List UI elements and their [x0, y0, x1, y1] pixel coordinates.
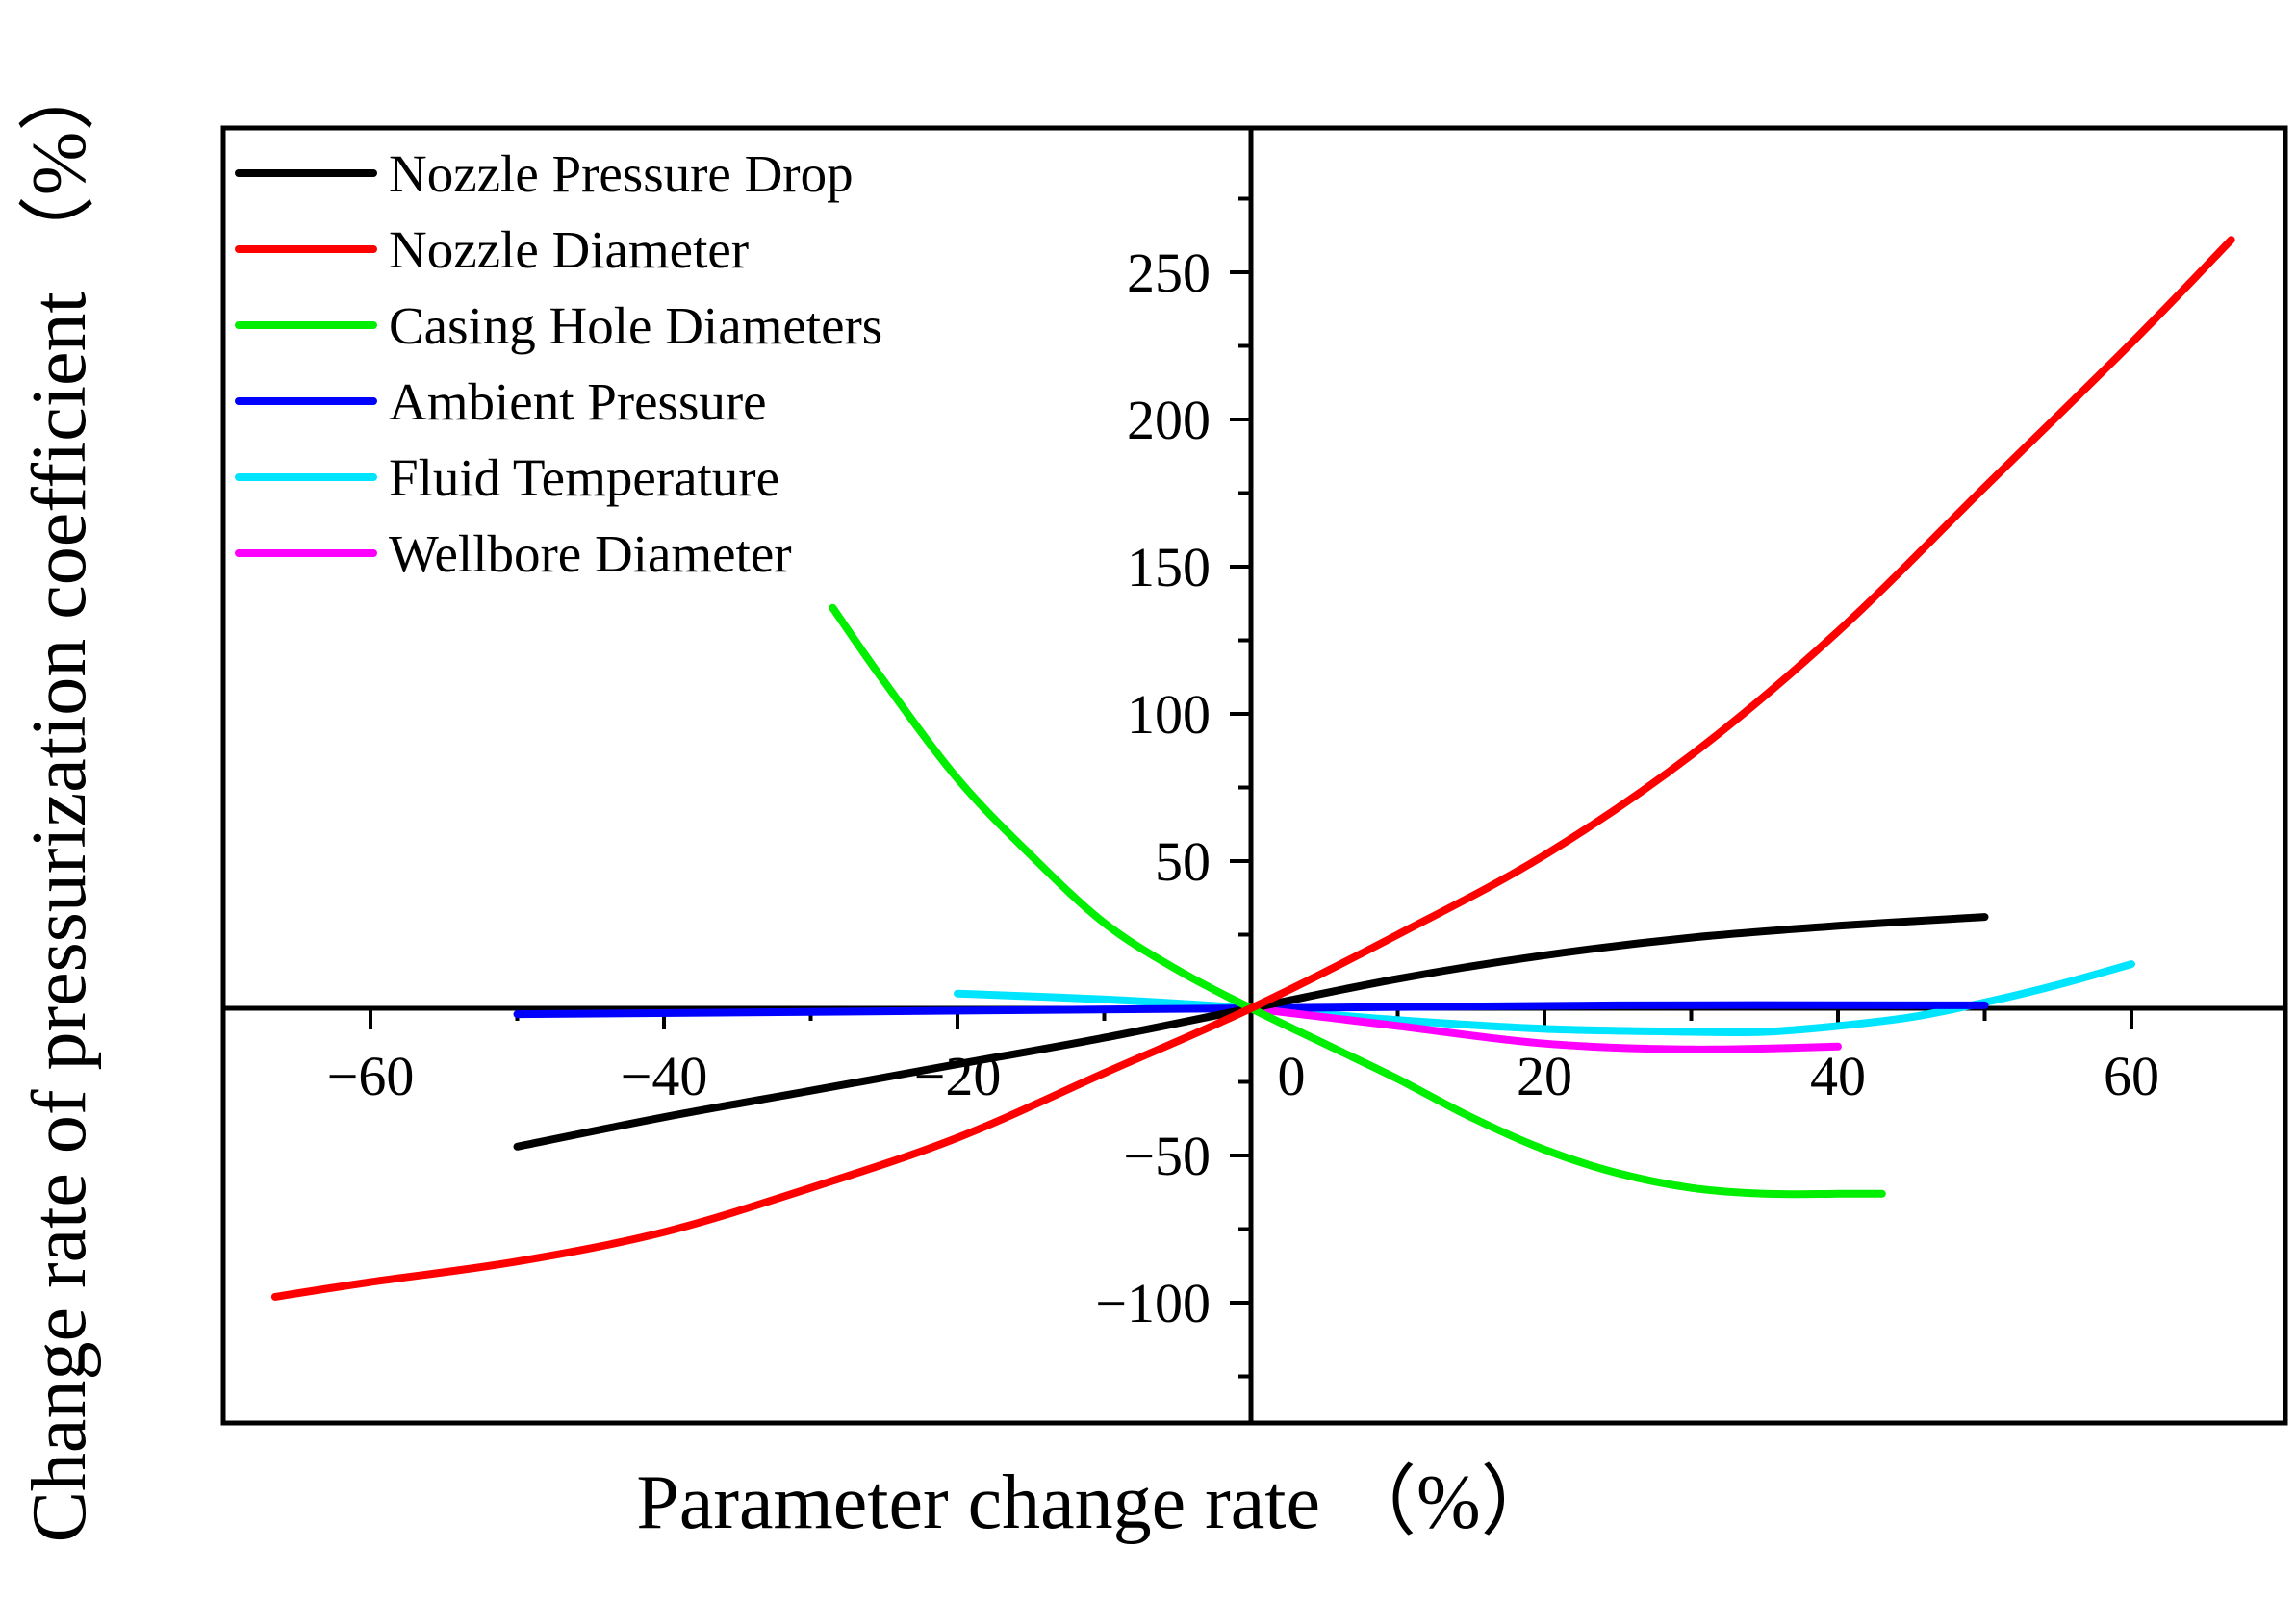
legend-label-casing-hole-diameters: Casing Hole Diameters [389, 296, 882, 355]
plot-area-frame [220, 125, 2288, 1426]
x-tick-label: 60 [2104, 1045, 2159, 1107]
x-tick-label: −40 [621, 1045, 708, 1107]
x-tick-label: 0 [1278, 1045, 1306, 1107]
legend-label-nozzle-diameter: Nozzle Diameter [389, 220, 749, 279]
legend-label-fluid-temperature: Fluid Temperature [389, 448, 779, 507]
legend: Nozzle Pressure Drop Nozzle Diameter Casin… [235, 144, 882, 583]
series-line-wellbore-diameter [1247, 1004, 1842, 1053]
x-tick-label: 40 [1810, 1045, 1866, 1107]
y-tick-label: −50 [1123, 1125, 1211, 1187]
y-tick-label: 150 [1127, 536, 1211, 598]
series-lines [270, 236, 2235, 1301]
x-tick-label: −60 [327, 1045, 415, 1107]
legend-label-nozzle-pressure-drop: Nozzle Pressure Drop [389, 144, 854, 203]
y-axis-title: Change rate of pressurization coefficien… [17, 55, 102, 1543]
y-tick-label: 250 [1127, 241, 1211, 304]
x-tick-label: −20 [914, 1045, 1002, 1107]
legend-label-ambient-pressure: Ambient Pressure [389, 372, 767, 431]
y-tick-label: 100 [1127, 683, 1211, 746]
x-axis-title: Parameter change rate （%） [636, 1460, 1557, 1545]
series-line-casing-hole-diameters [829, 603, 1886, 1199]
y-tick-label: −100 [1095, 1272, 1211, 1334]
series-line-nozzle-diameter [270, 236, 2235, 1301]
y-tick-label: 50 [1155, 830, 1211, 893]
tick-labels: −60 −40 −20 0 20 40 60 −100 −50 50 100 150 200 250 [327, 241, 2159, 1334]
x-tick-label: 20 [1517, 1045, 1572, 1107]
y-tick-label: 200 [1127, 389, 1211, 451]
legend-label-wellbore-diameter: Wellbore Diameter [389, 524, 792, 583]
